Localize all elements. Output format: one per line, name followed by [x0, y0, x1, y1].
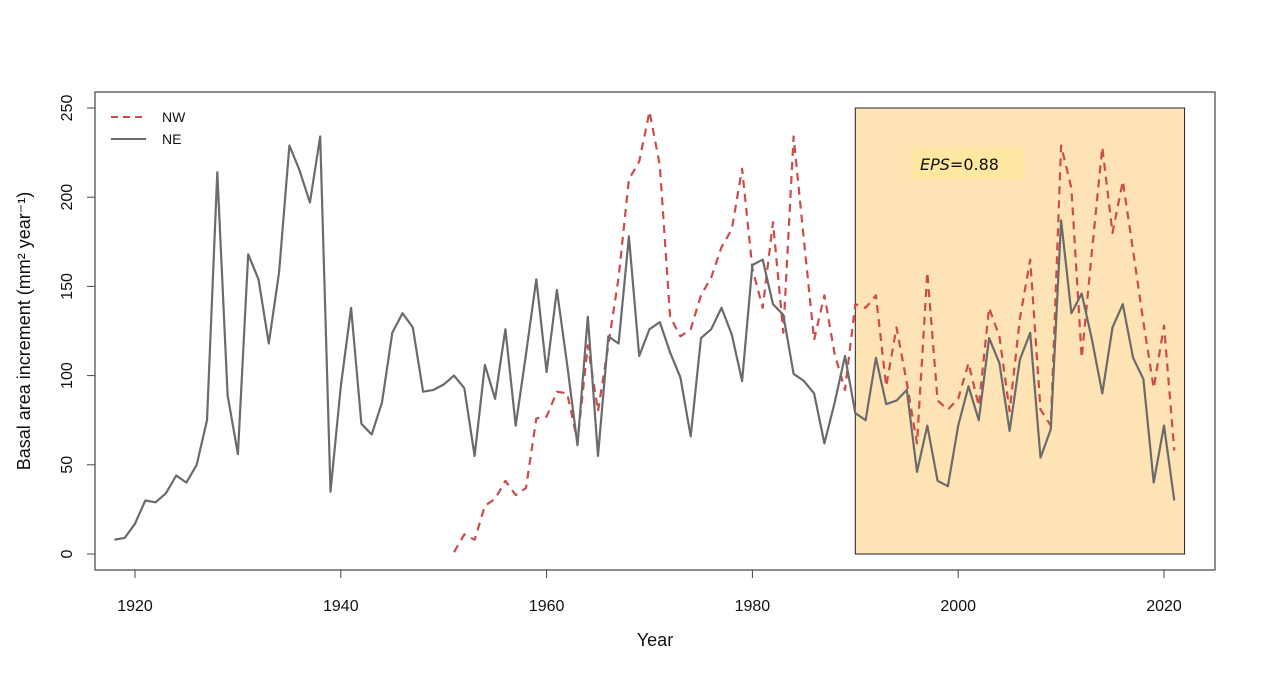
eps-value: =0.88	[950, 155, 999, 174]
y-axis-label: Basal area increment (mm² year⁻¹)	[14, 192, 34, 471]
x-axis-label: Year	[637, 630, 673, 650]
y-tick-label: 100	[59, 362, 76, 389]
x-tick-label: 1920	[117, 598, 153, 615]
legend-label-ne: NE	[162, 131, 181, 147]
eps-label: EPS	[920, 155, 950, 174]
x-axis: 1920 1940 1960 1980 2000 2020	[117, 569, 1182, 615]
legend-label-nw: NW	[162, 109, 186, 125]
highlight-region	[854, 107, 1186, 555]
y-tick-label: 50	[59, 456, 76, 474]
x-tick-label: 1940	[323, 598, 359, 615]
x-tick-label: 2020	[1146, 598, 1182, 615]
legend: NW NE	[111, 109, 186, 147]
series-line-ne	[114, 135, 1176, 541]
y-tick-label: 150	[59, 273, 76, 300]
series-lines	[114, 110, 1176, 553]
y-tick-label: 0	[59, 549, 76, 558]
eps-annotation: EPS=0.88	[920, 155, 999, 174]
y-tick-label: 200	[59, 184, 76, 211]
y-axis: 0 50 100 150 200 250	[59, 95, 96, 558]
eps-annotation-background	[911, 148, 1023, 179]
x-tick-label: 1980	[735, 598, 771, 615]
y-tick-label: 250	[59, 95, 76, 122]
x-tick-label: 1960	[529, 598, 565, 615]
x-tick-label: 2000	[940, 598, 976, 615]
